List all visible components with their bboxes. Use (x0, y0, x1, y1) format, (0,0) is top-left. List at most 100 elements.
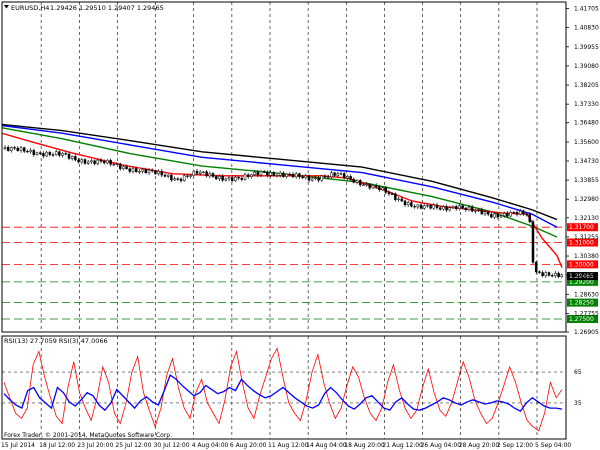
candle-body (547, 272, 551, 276)
candle-body (99, 159, 103, 162)
candle-body (22, 147, 26, 152)
candle-body (310, 178, 314, 181)
candle-body (150, 169, 154, 172)
candle-body (432, 204, 436, 209)
candle-body (445, 206, 448, 211)
candle-body (48, 152, 52, 155)
candle-body (374, 185, 378, 188)
candle-body (371, 185, 375, 189)
rsi-indicator: 65 35 (2, 347, 582, 432)
collapse-triangle-icon[interactable] (4, 5, 9, 9)
candle-body (534, 262, 538, 273)
candle-body (451, 206, 455, 208)
candle-body (19, 147, 23, 151)
moving-average-line (1, 123, 558, 221)
candle-body (320, 175, 324, 181)
candle-body (307, 175, 311, 181)
candle-body (435, 204, 439, 209)
candle-body (29, 150, 32, 153)
candle-body (323, 175, 327, 178)
candle-body (397, 198, 400, 200)
candle-body (122, 166, 125, 169)
candle-body (458, 205, 461, 209)
candle-body (227, 177, 231, 180)
candle-body (16, 147, 20, 151)
candle-body (426, 205, 429, 207)
candle-body (96, 159, 100, 165)
candle-body (115, 163, 119, 165)
time-tick-label: 18 Jul 12:00 (39, 442, 75, 449)
rsi-level-label: 65 (574, 369, 582, 376)
level-badge-label: 1.29200 (569, 279, 594, 286)
candle-body (170, 174, 173, 181)
candle-body (496, 213, 500, 218)
candle-body (333, 172, 336, 176)
candle-body (403, 200, 407, 206)
candle-body (483, 211, 487, 215)
main-pane-frame (1, 1, 567, 333)
candle-body (195, 170, 199, 174)
candle-body (499, 215, 503, 218)
candle-body (240, 177, 244, 180)
candle-body (438, 207, 442, 210)
level-badge (567, 238, 598, 247)
candle-body (298, 173, 301, 178)
candle-body (221, 176, 224, 181)
candle-body (522, 210, 525, 215)
candle-body (304, 175, 308, 179)
price-tick-label: 1.33855 (574, 177, 599, 184)
price-tick-label: 1.39955 (574, 44, 599, 51)
candle-body (541, 272, 544, 277)
price-tick-label: 1.36480 (574, 120, 599, 127)
price-tick-label: 1.31255 (574, 234, 599, 241)
candle-body (355, 180, 359, 183)
candle-body (294, 173, 298, 178)
candle-body (173, 178, 176, 181)
candle-body (410, 202, 413, 207)
price-tick-label: 1.41705 (574, 6, 599, 13)
copyright-label: Forex Trader, © 2001-2014, MetaQuotes So… (4, 432, 172, 439)
candle-body (448, 207, 452, 211)
time-tick-label: 23 Jul 20:00 (77, 442, 113, 449)
current-price-badge (567, 272, 598, 281)
candle-body (538, 271, 541, 273)
candle-body (259, 171, 263, 176)
time-axis[interactable]: 15 Jul 2014 18 Jul 12:00 23 Jul 20:00 25 Ju… (1, 442, 571, 449)
candle-body (166, 174, 170, 177)
level-badge-label: 1.31000 (569, 240, 594, 247)
time-tick-label: 28 Aug 20:00 (459, 442, 500, 449)
candle-body (109, 159, 112, 165)
time-tick-label: 18 Aug 20:00 (344, 442, 385, 449)
quote-label: 1.29426 1.29510 1.29407 1.29465 (50, 4, 164, 12)
candle-body (230, 177, 234, 181)
candle-body (106, 159, 109, 164)
candle-body (13, 147, 16, 149)
candle-body (64, 153, 68, 155)
rsi-pane-frame (1, 335, 567, 440)
candle-body (256, 171, 260, 176)
candle-body (467, 206, 471, 210)
price-tick-label: 1.32130 (574, 215, 599, 222)
candle-body (131, 168, 135, 172)
candle-body (253, 171, 256, 176)
candle-body (54, 151, 58, 155)
candle-body (346, 176, 349, 179)
candle-body (208, 173, 212, 177)
candle-body (74, 156, 77, 161)
price-axis[interactable]: 1.41705 1.40830 1.39955 1.39080 1.38205 1.373… (566, 6, 599, 336)
candle-body (330, 172, 333, 178)
candle-body (77, 159, 80, 163)
time-tick-label: 5 Sep 04:00 (535, 442, 571, 449)
candle-body (288, 173, 292, 176)
candle-body (429, 205, 432, 209)
time-tick-label: 21 Aug 12:00 (382, 442, 423, 449)
price-tick-label: 1.35600 (574, 139, 599, 146)
candle-body (518, 210, 522, 215)
time-tick-label: 4 Aug 04:00 (192, 442, 229, 449)
candle-body (512, 211, 516, 214)
rsi-level-label: 35 (574, 400, 582, 407)
grid-lines (40, 2, 538, 439)
candle-body (205, 171, 208, 177)
